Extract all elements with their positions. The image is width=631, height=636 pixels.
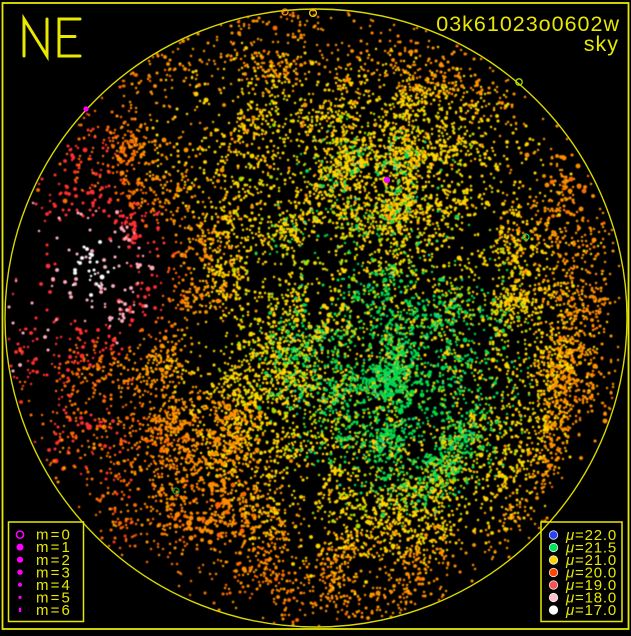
svg-text:m=4: m=4 bbox=[36, 577, 72, 594]
svg-text:m=1: m=1 bbox=[36, 539, 72, 556]
svg-text:μ=21.0: μ=21.0 bbox=[565, 552, 617, 569]
svg-text:sky: sky bbox=[584, 32, 619, 56]
svg-text:μ=19.0: μ=19.0 bbox=[565, 577, 617, 594]
svg-text:m=5: m=5 bbox=[36, 590, 72, 607]
svg-text:μ=17.0: μ=17.0 bbox=[565, 602, 617, 619]
svg-text:m=0: m=0 bbox=[36, 527, 72, 544]
svg-text:μ=20.0: μ=20.0 bbox=[565, 565, 617, 582]
svg-text:03k61023o0602w: 03k61023o0602w bbox=[436, 12, 620, 36]
svg-text:m=6: m=6 bbox=[36, 602, 72, 619]
svg-text:μ=21.5: μ=21.5 bbox=[565, 540, 617, 557]
svg-text:μ=22.0: μ=22.0 bbox=[565, 527, 617, 544]
svg-text:m=2: m=2 bbox=[36, 552, 72, 569]
svg-text:m=3: m=3 bbox=[36, 564, 72, 581]
svg-text:μ=18.0: μ=18.0 bbox=[565, 590, 617, 607]
